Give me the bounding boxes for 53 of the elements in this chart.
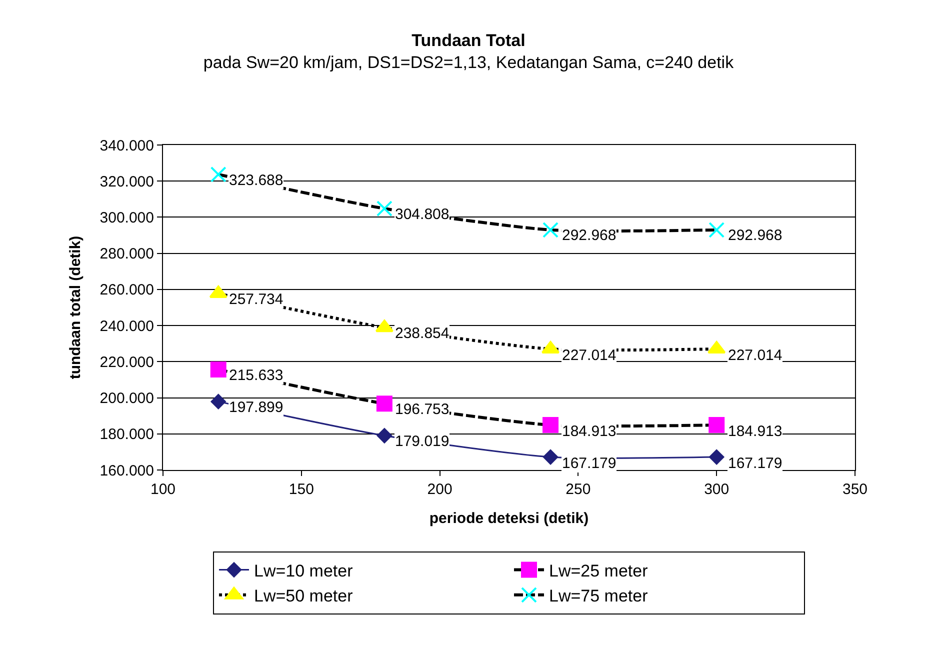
- data-label: 167.179: [562, 455, 616, 472]
- y-axis-title: tundaan total (detik): [67, 236, 84, 380]
- x-tick-label: 100: [150, 481, 176, 498]
- legend-label: Lw=25 meter: [549, 561, 648, 580]
- point: [708, 417, 725, 434]
- y-tick-label: 340.000: [100, 137, 154, 154]
- point: [210, 394, 226, 410]
- chart-subtitle: pada Sw=20 km/jam, DS1=DS2=1,13, Kedatangan Sama, c=240 detik: [203, 53, 734, 72]
- data-label: 215.633: [229, 367, 284, 384]
- data-label: 238.854: [395, 325, 450, 342]
- data-label: 184.913: [728, 423, 782, 440]
- data-label: 196.753: [395, 401, 450, 418]
- point: [542, 417, 559, 434]
- point: [376, 428, 392, 444]
- y-tick-label: 300.000: [100, 209, 154, 226]
- x-tick-label: 200: [427, 481, 452, 498]
- data-label: 292.968: [562, 227, 616, 244]
- legend-label: Lw=50 meter: [254, 586, 354, 606]
- point: [708, 222, 725, 238]
- point: [209, 286, 228, 298]
- data-label: 197.899: [229, 399, 284, 416]
- data-label: 292.968: [728, 227, 782, 244]
- data-label: 227.014: [728, 347, 782, 364]
- y-tick-label: 260.000: [100, 282, 154, 299]
- legend-label: Lw=10 meter: [254, 561, 354, 580]
- y-tick-label: 180.000: [100, 426, 154, 444]
- data-label: 323.688: [229, 172, 284, 189]
- data-label: 257.734: [229, 291, 284, 308]
- point: [210, 362, 226, 378]
- y-tick-label: 220.000: [100, 354, 154, 371]
- y-tick-label: 280.000: [100, 246, 154, 263]
- data-label: 184.913: [562, 423, 616, 440]
- point: [542, 222, 559, 238]
- data-label: 167.179: [728, 455, 782, 472]
- x-tick-label: 300: [704, 481, 730, 498]
- point: [543, 450, 558, 465]
- x-tick-label: 150: [288, 481, 314, 498]
- x-tick-label: 250: [566, 481, 591, 498]
- data-label: 179.019: [395, 433, 450, 450]
- x-axis-title: periode deteksi (detik): [429, 510, 589, 527]
- x-tick-label: 350: [842, 481, 868, 498]
- chart-title: Tundaan Total: [412, 31, 526, 50]
- legend-label: Lw=75 meter: [549, 586, 648, 606]
- y-tick-label: 160.000: [100, 462, 154, 480]
- y-tick-label: 320.000: [100, 173, 154, 190]
- y-tick-label: 200.000: [100, 390, 154, 408]
- point: [709, 450, 724, 465]
- y-tick-label: 240.000: [100, 318, 154, 335]
- point: [376, 200, 392, 217]
- data-label: 227.014: [562, 347, 616, 364]
- point: [376, 396, 392, 412]
- data-label: 304.808: [395, 206, 450, 223]
- point: [210, 166, 226, 182]
